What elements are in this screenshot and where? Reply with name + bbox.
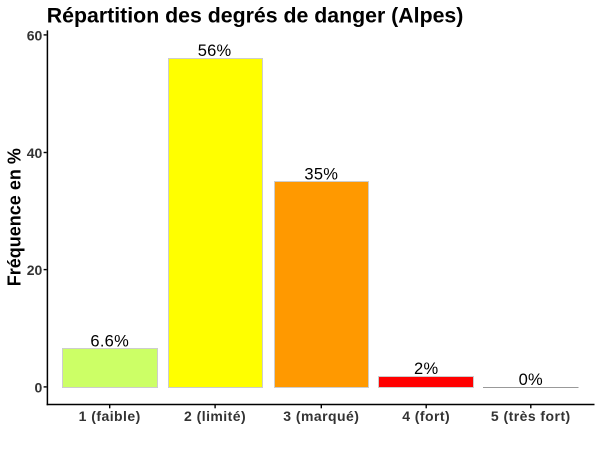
svg-text:60: 60: [27, 27, 43, 43]
svg-text:20: 20: [27, 262, 43, 278]
svg-text:40: 40: [27, 145, 43, 161]
svg-text:Répartition des degrés de dang: Répartition des degrés de danger (Alpes): [47, 3, 464, 27]
svg-text:3 (marqué): 3 (marqué): [283, 408, 359, 424]
svg-text:0%: 0%: [519, 371, 543, 389]
svg-text:4 (fort): 4 (fort): [402, 408, 450, 424]
svg-text:5 (très fort): 5 (très fort): [491, 408, 571, 424]
svg-text:2 (limité): 2 (limité): [184, 408, 246, 424]
svg-text:56%: 56%: [198, 42, 232, 60]
svg-text:0: 0: [35, 379, 43, 395]
svg-text:1 (faible): 1 (faible): [79, 408, 141, 424]
svg-text:6.6%: 6.6%: [90, 333, 129, 351]
svg-text:35%: 35%: [304, 165, 338, 183]
svg-text:Fréquence en %: Fréquence en %: [4, 148, 24, 286]
svg-text:2%: 2%: [414, 360, 438, 378]
